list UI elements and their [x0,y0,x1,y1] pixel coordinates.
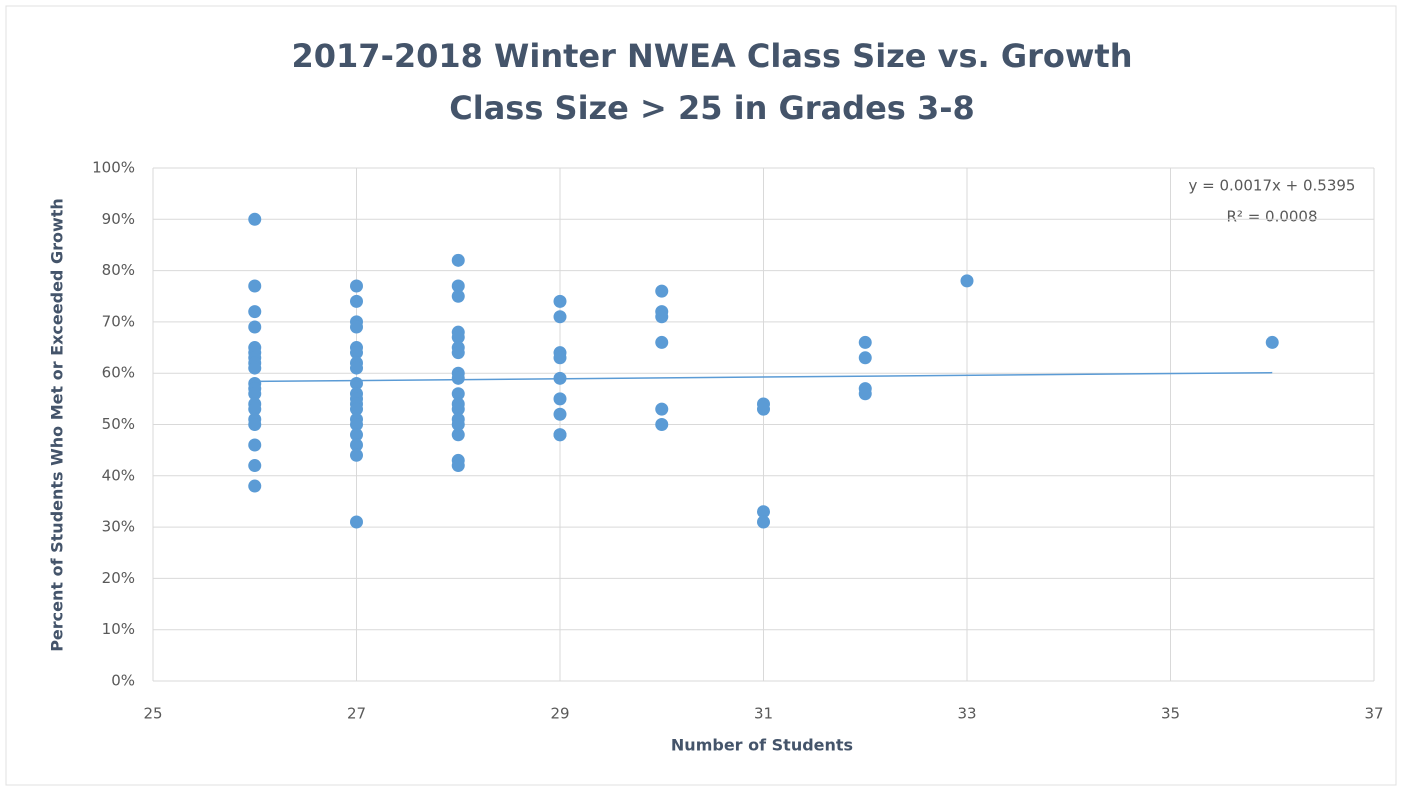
data-point [858,335,872,349]
data-point [248,305,262,319]
chart-title: 2017-2018 Winter NWEA Class Size vs. Gro… [292,37,1133,75]
x-tick-label: 35 [1161,705,1180,723]
x-tick-label: 31 [754,705,773,723]
data-point [655,335,669,349]
trendline [254,371,1273,383]
y-tick-label: 70% [102,312,135,330]
data-point [451,279,465,293]
data-point [553,294,567,308]
data-point [248,361,262,375]
trend-equation: y = 0.0017x + 0.5395 [1189,177,1356,195]
y-tick-label: 0% [111,672,135,690]
data-point [655,310,669,324]
data-point [655,402,669,416]
data-point [248,212,262,226]
data-point [248,320,262,334]
x-tick-label: 29 [550,705,569,723]
y-tick-label: 30% [102,518,135,536]
data-point [248,479,262,493]
data-point [248,418,262,431]
x-tick-label: 27 [347,705,366,723]
data-point [451,418,465,431]
y-tick-label: 60% [102,364,135,382]
data-point [248,279,262,293]
data-point [757,515,770,529]
data-point [350,346,363,360]
chart-frame [5,5,1397,786]
y-tick-label: 40% [102,466,135,484]
data-point [858,387,872,401]
data-point [350,418,363,431]
data-point [350,438,363,452]
data-point [451,346,465,360]
data-point [451,459,465,473]
y-tick-label: 80% [102,261,135,279]
data-point [248,402,262,416]
data-point [451,428,465,442]
data-point [451,289,465,303]
data-point [350,294,363,308]
data-point [451,387,465,401]
chart-subtitle: Class Size > 25 in Grades 3-8 [449,89,975,127]
y-tick-label: 20% [102,569,135,587]
data-point [858,351,872,365]
data-point [553,428,567,442]
data-point [1265,335,1279,349]
data-point [757,505,770,519]
y-tick-label: 100% [92,159,135,177]
data-point [350,361,363,375]
y-tick-label: 10% [102,620,135,638]
data-point [248,438,262,452]
data-point [553,310,567,324]
y-tick-label: 50% [102,415,135,433]
data-point [451,253,465,267]
data-point [553,392,567,406]
x-tick-label: 37 [1364,705,1383,723]
data-point [553,407,567,421]
data-point [655,418,669,431]
data-point [553,351,567,365]
data-point [248,387,262,401]
x-axis-label: Number of Students [671,736,853,755]
data-point [655,284,669,298]
trend-r-squared: R² = 0.0008 [1226,208,1317,226]
data-point [248,459,262,473]
y-tick-label: 90% [102,210,135,228]
data-point [960,274,974,288]
y-axis-label: Percent of Students Who Met or Exceeded … [48,198,67,652]
data-point [350,320,363,334]
data-point [350,428,363,442]
data-point [350,402,363,416]
data-point [350,279,363,293]
data-point [451,371,465,385]
data-point [451,402,465,416]
data-point [350,448,363,462]
data-point [350,515,363,529]
x-tick-label: 25 [143,705,162,723]
x-tick-label: 33 [957,705,976,723]
data-point [757,402,770,416]
data-point [451,330,465,344]
